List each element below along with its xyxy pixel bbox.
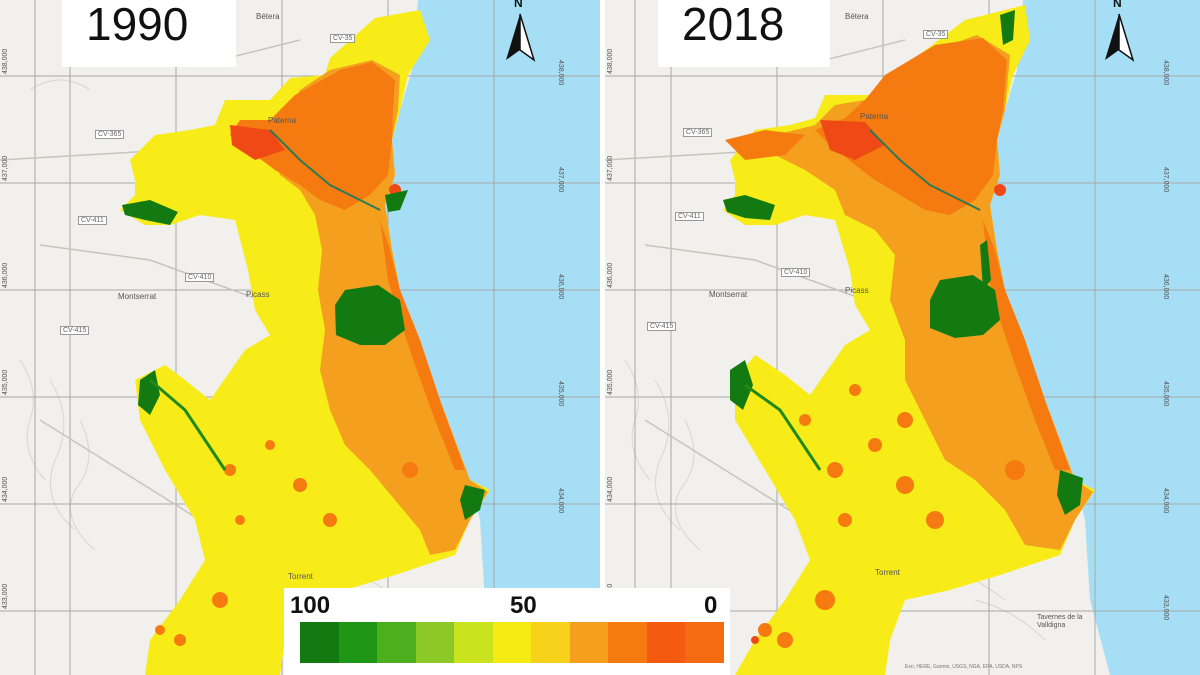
town-label: Bétera (256, 12, 280, 21)
coordinate-label: 435,000 (2, 369, 9, 395)
river (744, 383, 822, 471)
forest-patch (930, 275, 1000, 338)
coordinate-label: 434,000 (2, 476, 9, 502)
forest-patch (730, 360, 753, 410)
north-arrow-icon: N (1099, 0, 1139, 64)
coordinate-label: 434,000 (607, 476, 614, 502)
coordinate-label: 437,000 (607, 155, 614, 181)
coordinate-label: 435,000 (557, 381, 564, 407)
town-label: Torrent (288, 572, 313, 581)
town-label: Tavernes de la Valldigna (1037, 614, 1083, 629)
year-label-2018: 2018 (658, 0, 830, 67)
river (149, 378, 227, 471)
class-critical-patches (751, 120, 1006, 644)
coordinate-label: 437,000 (2, 155, 9, 181)
legend-swatch (454, 622, 493, 663)
town-label: Picass (246, 290, 270, 299)
coordinate-label: 437,000 (557, 167, 564, 193)
road-label: CV-365 (683, 128, 713, 137)
coordinate-label: 436,000 (1162, 274, 1169, 300)
town-label: Bétera (845, 12, 869, 21)
forest-patch (335, 285, 405, 345)
map-panel-1990: Bétera Paterna Picass Montserrat Torrent… (0, 0, 600, 675)
road-label: CV-410 (185, 273, 215, 282)
coordinate-label: 435,000 (607, 369, 614, 395)
urban-patches (155, 440, 418, 646)
coordinate-label: 438,000 (2, 48, 9, 74)
road-label: CV-35 (330, 34, 356, 43)
map-attribution: Esri, HERE, Garmin, USGS, NGA, EPA, USDA… (905, 664, 1023, 670)
legend-swatch (415, 622, 455, 663)
road-label: CV-365 (95, 130, 125, 139)
color-scale-legend: 100 50 0 (284, 588, 730, 675)
urban-patches (758, 384, 1025, 648)
legend-label-low: 0 (704, 592, 718, 619)
coordinate-label: 437,000 (1162, 167, 1169, 193)
road-label: CV-410 (781, 268, 811, 277)
class-urban-area (230, 62, 395, 210)
legend-swatch (377, 622, 416, 663)
coordinate-label: 438,000 (557, 60, 564, 86)
coordinate-label: 436,000 (2, 262, 9, 288)
legend-swatch (531, 622, 570, 663)
class-high-area (120, 10, 490, 675)
forest-patch (460, 485, 485, 520)
road-label: CV-415 (647, 322, 677, 331)
road-label: CV-411 (78, 216, 107, 225)
map-panel-2018: Bétera Paterna Picass Montserrat Torrent… (605, 0, 1200, 675)
coordinate-label: 434,000 (557, 488, 564, 514)
town-label: Paterna (860, 112, 889, 121)
legend-swatch (608, 622, 647, 663)
legend-swatch (338, 622, 378, 663)
legend-swatch (685, 622, 725, 663)
coordinate-label: 435,000 (1162, 381, 1169, 407)
town-label: Torrent (875, 568, 900, 577)
forest-patch (1057, 470, 1083, 515)
forest-patch (1000, 10, 1015, 45)
forest-patch (723, 195, 775, 220)
year-label-1990: 1990 (62, 0, 236, 67)
coastal-wetland (980, 240, 991, 290)
legend-label-high: 100 (290, 592, 331, 619)
legend-swatch (646, 622, 686, 663)
forest-patch (122, 200, 178, 225)
legend-swatch (569, 622, 609, 663)
town-label: Picass (845, 286, 869, 295)
forest-patch (138, 370, 160, 415)
class-critical-patches (230, 125, 401, 196)
river (869, 129, 981, 211)
river (269, 129, 381, 211)
north-arrow-icon: N (500, 0, 540, 64)
coordinate-label: 433,000 (1162, 595, 1169, 621)
north-label: N (514, 0, 523, 10)
class-urban-area (725, 130, 805, 160)
town-label: Montserrat (118, 292, 157, 301)
class-mid-area (765, 35, 1093, 550)
legend-swatch (300, 622, 339, 663)
legend-label-mid: 50 (510, 592, 537, 619)
town-label: Paterna (268, 116, 297, 125)
legend-color-ramp (300, 622, 725, 663)
coordinate-label: 434,000 (1162, 488, 1169, 514)
coordinate-label: 438,000 (1162, 60, 1169, 86)
road-label: CV-411 (675, 212, 704, 221)
road-label: CV-415 (60, 326, 90, 335)
legend-swatch (492, 622, 532, 663)
town-label: Montserrat (709, 290, 748, 299)
map-canvas-2018 (605, 0, 1200, 675)
class-urban-area (815, 38, 1007, 215)
coordinate-label: 436,000 (607, 262, 614, 288)
north-label: N (1113, 0, 1122, 10)
coordinate-label: 438,000 (607, 48, 614, 74)
coastal-wetland (385, 190, 408, 212)
coordinate-label: 436,000 (557, 274, 564, 300)
road-label: CV-35 (923, 30, 949, 39)
class-urban-area (983, 220, 1070, 470)
coordinate-label: 433,000 (2, 583, 9, 609)
sea (385, 0, 600, 675)
